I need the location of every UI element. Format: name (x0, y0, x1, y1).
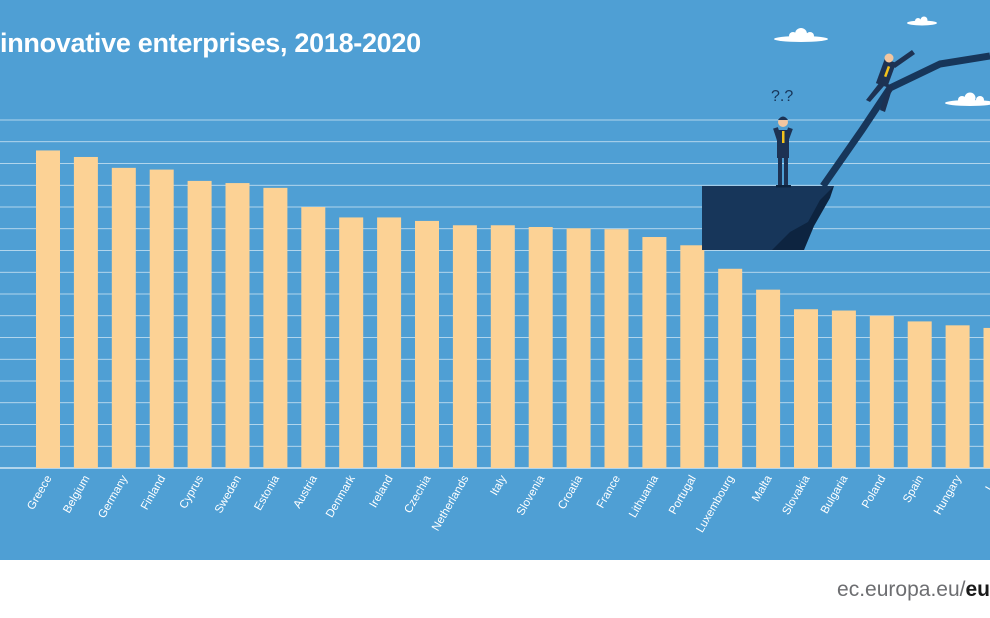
bar-italy (490, 225, 515, 468)
x-tick-label: Bulgaria (819, 473, 851, 516)
bar-germany (111, 167, 136, 468)
bar-luxembourg (718, 268, 743, 468)
x-tick-label: Estonia (252, 473, 282, 513)
bar-lithuania (642, 237, 667, 468)
bar-lat (983, 327, 990, 468)
cliff-icon (702, 186, 834, 250)
bar-netherlands (452, 225, 477, 468)
x-tick-label: Spain (901, 474, 926, 505)
x-tick-label: Slovenia (515, 473, 548, 518)
bar-finland (149, 169, 174, 468)
question-marks: ?.? (771, 88, 793, 105)
bar-greece (36, 150, 60, 468)
x-tick-label: Croatia (556, 473, 585, 512)
staircase-line (820, 52, 990, 189)
cloud-icon (774, 28, 828, 42)
bar-belgium (73, 156, 98, 468)
bars (36, 150, 990, 469)
x-tick-label: Netherlands (430, 473, 472, 533)
x-tick-label: Portugal (667, 474, 699, 517)
bar-slovakia (794, 309, 818, 468)
bar-bulgaria (831, 310, 856, 468)
cloud-icon (945, 92, 990, 106)
bar-chart: ?.? Greece Belgium Germany Finland Cyprus Swe… (0, 16, 990, 535)
bar-slovenia (528, 227, 553, 468)
x-tick-label: Austria (292, 473, 321, 511)
businessman-icon (773, 116, 793, 188)
x-tick-label: Slovakia (780, 473, 812, 517)
footer-url: ec.europa.eu/eu (837, 578, 990, 602)
bar-spain (907, 321, 932, 468)
bar-hungary (945, 325, 970, 468)
x-tick-label: Lat (984, 473, 990, 494)
x-tick-label: Greece (25, 474, 54, 513)
x-tick-label: Belgium (61, 474, 92, 516)
footer-site: ec.europa.eu/ (837, 578, 966, 601)
x-tick-labels: Greece Belgium Germany Finland Cyprus Sweden E… (25, 473, 990, 535)
x-tick-label: Lithuania (627, 473, 661, 520)
x-tick-label: Poland (860, 474, 888, 511)
x-tick-label: Malta (750, 473, 775, 504)
x-tick-label: France (595, 474, 623, 511)
x-tick-label: Ireland (368, 474, 396, 510)
bar-cyprus (187, 180, 212, 468)
bar-france (604, 229, 629, 468)
bar-croatia (566, 228, 591, 468)
bar-czechia (415, 220, 439, 468)
cloud-icon (907, 16, 937, 26)
bar-denmark (339, 217, 364, 468)
illustration: ?.? (702, 16, 990, 250)
x-tick-label: Finland (139, 474, 168, 513)
chart-title: innovative enterprises, 2018-2020 (0, 28, 421, 58)
x-tick-label: Hungary (932, 473, 964, 517)
bar-malta (756, 289, 781, 468)
bar-portugal (680, 245, 705, 468)
bar-poland (869, 315, 894, 468)
chart-panel: ?.? Greece Belgium Germany Finland Cyprus Swe… (0, 0, 990, 560)
footer-site-bold: eu (965, 578, 990, 601)
bar-sweden (225, 183, 250, 468)
x-tick-label: Sweden (213, 474, 244, 516)
x-tick-label: Italy (488, 473, 509, 497)
bar-austria (301, 207, 326, 468)
businessman-icon (866, 50, 915, 112)
x-tick-label: Germany (96, 473, 130, 520)
bar-estonia (263, 187, 288, 469)
x-tick-label: Luxembourg (694, 474, 736, 535)
bar-ireland (377, 217, 402, 468)
x-tick-label: Cyprus (178, 473, 207, 511)
x-tick-label: Denmark (324, 473, 358, 520)
x-tick-label: Czechia (402, 473, 433, 516)
